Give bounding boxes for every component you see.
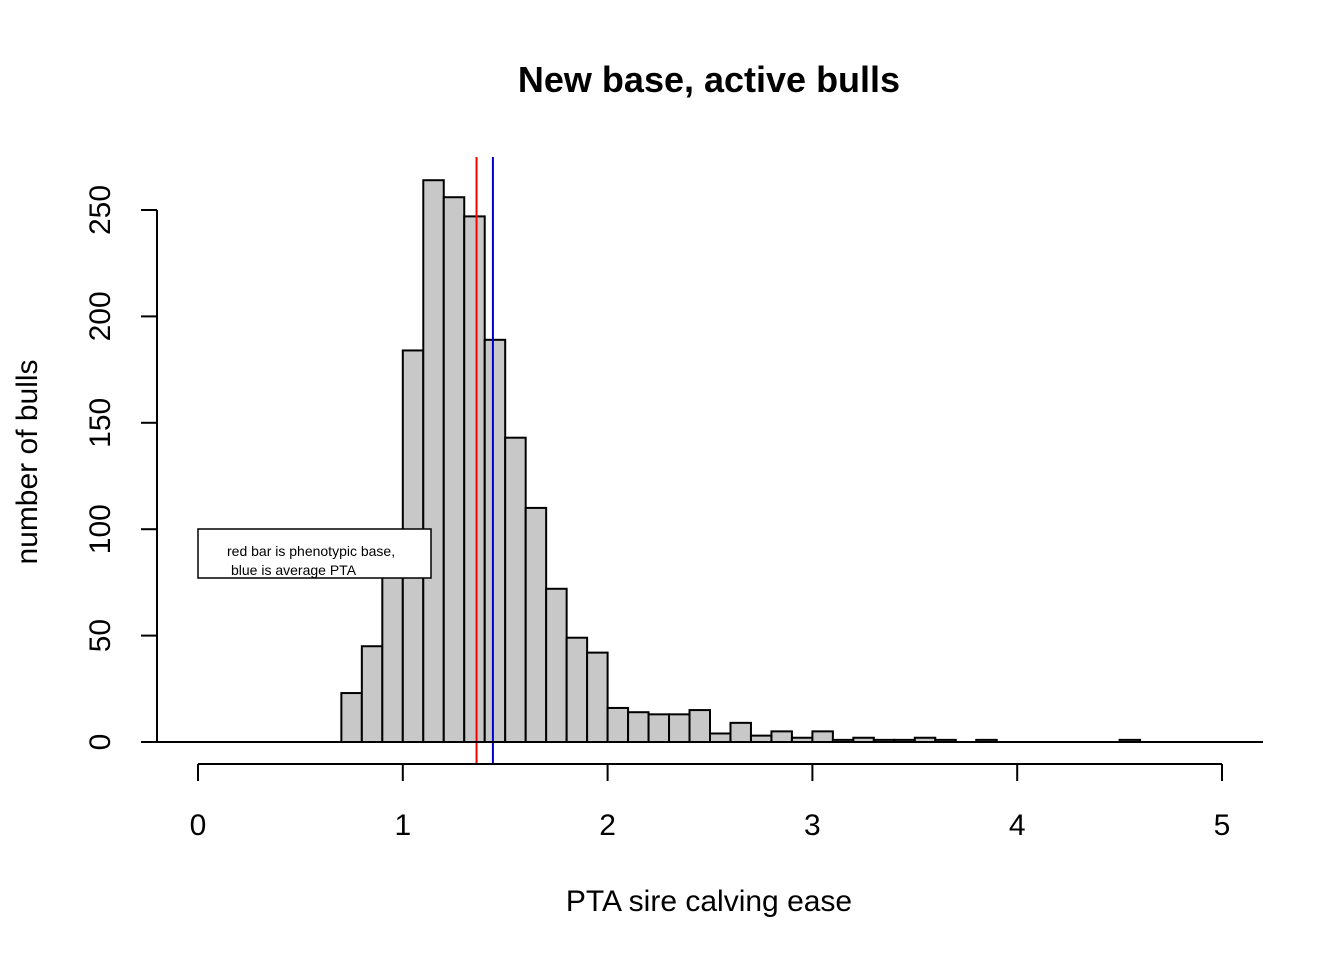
x-axis-label: PTA sire calving ease — [566, 885, 852, 918]
x-axis: 0 1 2 3 4 5 — [157, 741, 1263, 842]
histogram-bar — [381, 570, 404, 744]
reference-lines — [475, 157, 494, 764]
y-tick-label: 200 — [84, 291, 117, 341]
histogram-bar — [442, 196, 466, 744]
y-axis: 0 50 100 150 200 250 — [84, 185, 158, 751]
histogram-bar — [565, 636, 589, 743]
histogram-bar — [504, 436, 527, 743]
y-tick-label: 50 — [84, 619, 117, 652]
y-tick-label: 0 — [84, 734, 117, 751]
histogram-bar — [422, 179, 445, 743]
legend-box: red bar is phenotypic base, blue is aver… — [197, 528, 432, 579]
x-tick-label: 0 — [190, 809, 207, 842]
histogram-bar — [483, 338, 507, 743]
legend-line-2: blue is average PTA — [231, 562, 357, 578]
histogram-bar — [811, 730, 834, 743]
histogram-bar — [524, 506, 548, 744]
histogram-bar — [606, 706, 630, 744]
histogram-bar — [545, 587, 568, 744]
histogram-bar — [688, 709, 712, 744]
x-tick-label: 5 — [1214, 809, 1231, 842]
x-tick-label: 4 — [1009, 809, 1026, 842]
histogram-bar — [668, 713, 691, 744]
x-tick-label: 2 — [599, 809, 616, 842]
y-tick-label: 100 — [84, 504, 117, 554]
histogram-bar — [360, 645, 384, 743]
legend-line-1: red bar is phenotypic base, — [227, 543, 395, 559]
histogram-bars — [340, 179, 1142, 744]
histogram-bar — [709, 732, 732, 743]
y-axis-label: number of bulls — [11, 359, 44, 564]
histogram-bar — [463, 215, 486, 743]
histogram-bar — [340, 692, 363, 743]
histogram-bar — [586, 651, 609, 743]
histogram-bar — [729, 721, 752, 743]
x-tick-label: 3 — [804, 809, 821, 842]
histogram-bar — [627, 711, 650, 744]
y-tick-label: 250 — [84, 185, 117, 235]
histogram-bar — [770, 730, 793, 743]
histogram-bar — [647, 713, 671, 744]
x-tick-label: 1 — [394, 809, 411, 842]
y-tick-label: 150 — [84, 398, 117, 448]
legend-frame — [197, 528, 432, 579]
chart-title: New base, active bulls — [518, 59, 900, 100]
